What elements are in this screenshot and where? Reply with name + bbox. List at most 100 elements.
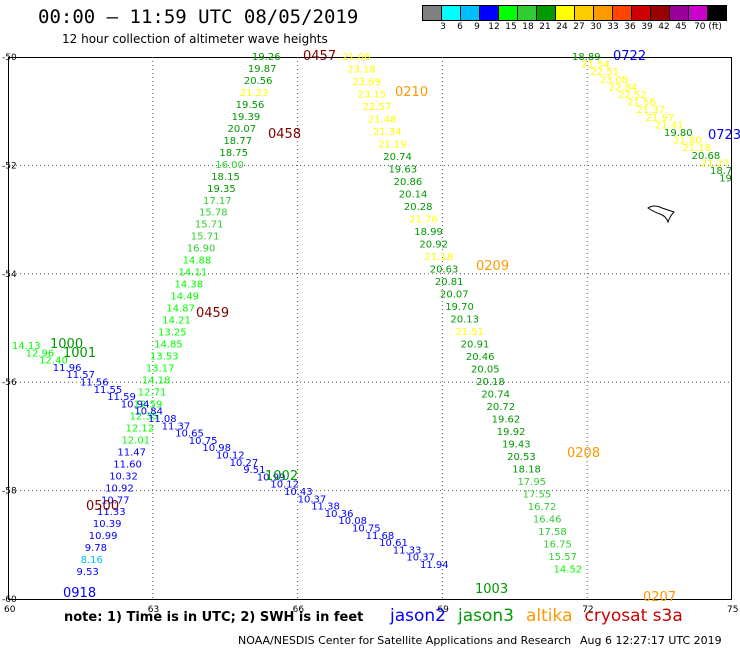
wave-height-value: 20.86 bbox=[394, 177, 423, 188]
wave-height-value: 12.96 bbox=[26, 348, 55, 359]
color-scale-label: 15 bbox=[505, 22, 517, 32]
wave-height-value: 19.92 bbox=[497, 427, 526, 438]
wave-height-value: 8.16 bbox=[81, 555, 103, 566]
wave-height-value: 16.72 bbox=[528, 502, 557, 513]
wave-height-value: 12.01 bbox=[121, 435, 150, 446]
pass-time-label: 0458 bbox=[268, 127, 301, 142]
wave-height-value: 21.37 bbox=[636, 105, 665, 116]
pass-time-label: 1003 bbox=[475, 582, 508, 597]
wave-height-value: 10.27 bbox=[230, 458, 259, 469]
wave-height-value: 21.06 bbox=[342, 52, 371, 63]
pass-time-label: 0722 bbox=[613, 49, 646, 64]
wave-height-value: 10.37 bbox=[406, 553, 435, 564]
color-scale-label: 24 bbox=[556, 22, 568, 32]
wave-height-value: 13.25 bbox=[158, 328, 187, 339]
wave-height-value: 10.36 bbox=[325, 509, 354, 520]
wave-height-value: 19.56 bbox=[236, 100, 265, 111]
wave-height-value: 10.99 bbox=[89, 531, 118, 542]
wave-height-value: 11.68 bbox=[366, 531, 395, 542]
wave-height-value: 20.56 bbox=[244, 76, 273, 87]
pass-time-label: 0918 bbox=[63, 586, 96, 601]
pass-time-label: 0209 bbox=[476, 259, 509, 274]
wave-height-value: 16.00 bbox=[215, 160, 244, 171]
credit-text: NOAA/NESDIS Center for Satellite Applica… bbox=[238, 634, 572, 647]
wave-height-value: 22.51 bbox=[590, 67, 619, 78]
wave-height-value: 23.08 bbox=[600, 75, 629, 86]
wave-height-value: 10.75 bbox=[352, 524, 381, 535]
wave-height-value: 10.08 bbox=[338, 516, 367, 527]
wave-height-value: 9.78 bbox=[85, 543, 107, 554]
lat-tick-label: -52 bbox=[2, 161, 17, 171]
wave-height-value: 10.84 bbox=[134, 407, 163, 418]
wave-height-value: 11.59 bbox=[107, 392, 136, 403]
pass-time-label: 0459 bbox=[196, 306, 229, 321]
lon-tick-label: 66 bbox=[293, 605, 305, 615]
wave-height-value: 10.98 bbox=[202, 443, 231, 454]
wave-height-value: 16.46 bbox=[533, 515, 562, 526]
map-title: 00:00 – 11:59 UTC 08/05/2019 bbox=[38, 6, 359, 28]
wave-height-value: 10.61 bbox=[379, 538, 408, 549]
wave-height-value: 21.18 bbox=[682, 143, 711, 154]
color-scale-label: 70 (ft) bbox=[694, 22, 722, 32]
wave-height-value: 14.11 bbox=[179, 268, 208, 279]
wave-height-value: 19.26 bbox=[252, 52, 281, 63]
map-plot-area bbox=[8, 57, 732, 600]
wave-height-value: 20.63 bbox=[430, 265, 459, 276]
color-scale-label: 3 bbox=[440, 22, 446, 32]
wave-height-value: 21.18 bbox=[425, 252, 454, 263]
wave-height-value: 11.08 bbox=[148, 414, 177, 425]
wave-height-value: 13.53 bbox=[150, 352, 179, 363]
wave-height-value: 14.49 bbox=[170, 292, 199, 303]
wave-height-value: 11.33 bbox=[97, 507, 126, 518]
color-scale-label: 39 bbox=[641, 22, 653, 32]
pass-time-label: 1001 bbox=[63, 346, 96, 361]
color-scale-label: 33 bbox=[607, 22, 619, 32]
pass-time-label: 1002 bbox=[265, 469, 298, 484]
wave-height-value: 18.89 bbox=[572, 52, 601, 63]
pass-time-label: 1000 bbox=[50, 337, 83, 352]
wave-height-value: 12.35 bbox=[130, 411, 159, 422]
wave-height-value: 19.62 bbox=[492, 415, 521, 426]
wave-height-value: 11.38 bbox=[311, 502, 340, 513]
wave-height-value: 19.70 bbox=[445, 302, 474, 313]
wave-height-value: 17.17 bbox=[203, 196, 232, 207]
wave-height-value: 20.53 bbox=[507, 452, 536, 463]
wave-height-value: 18.99 bbox=[414, 227, 443, 238]
wave-height-value: 21.41 bbox=[655, 120, 684, 131]
pass-time-label: 0210 bbox=[395, 85, 428, 100]
wave-height-value: 21.56 bbox=[627, 98, 656, 109]
color-scale-labels: 3 6 9 12 15 18 21 24 27 30 33 36 39 42 45 70 (ft) bbox=[422, 22, 740, 34]
pass-time-label: 0457 bbox=[303, 49, 336, 64]
wave-height-value: 23.69 bbox=[352, 77, 381, 88]
wave-height-value: 21.23 bbox=[240, 88, 269, 99]
wave-height-value: 11.60 bbox=[113, 459, 142, 470]
wave-height-value: 11.56 bbox=[80, 378, 109, 389]
color-swatch bbox=[707, 5, 727, 21]
wave-height-value: 18.75 bbox=[219, 148, 248, 159]
wave-height-value: 21.48 bbox=[368, 115, 397, 126]
wave-height-value: 20.46 bbox=[466, 352, 495, 363]
wave-height-value: 11.94 bbox=[420, 560, 449, 571]
wave-height-value: 11.37 bbox=[162, 421, 191, 432]
wave-height-value: 12.40 bbox=[39, 356, 68, 367]
wave-height-value: 20.72 bbox=[486, 402, 515, 413]
color-scale-label: 18 bbox=[522, 22, 534, 32]
wave-height-value: 20.14 bbox=[399, 190, 428, 201]
wave-height-value: 23.18 bbox=[347, 65, 376, 76]
color-scale-label: 12 bbox=[488, 22, 500, 32]
wave-height-value: 14.21 bbox=[162, 316, 191, 327]
wave-height-value: 19.35 bbox=[207, 184, 236, 195]
wave-height-value: 21.19 bbox=[378, 140, 407, 151]
lon-tick-label: 63 bbox=[148, 605, 159, 615]
wave-height-value: 20.13 bbox=[450, 315, 479, 326]
color-scale-bar bbox=[422, 5, 727, 21]
legend-cryosat-s3a: cryosat s3a bbox=[584, 606, 683, 626]
wave-height-value: 22.52 bbox=[618, 90, 647, 101]
wave-height-value: 11.96 bbox=[53, 363, 82, 374]
wave-height-value: 11.47 bbox=[117, 447, 146, 458]
wave-height-value: 10.75 bbox=[189, 436, 218, 447]
wave-height-value: 10.12 bbox=[216, 451, 245, 462]
wave-height-value: 12.59 bbox=[134, 399, 163, 410]
wave-height-value: 19.80 bbox=[664, 128, 693, 139]
wave-height-value: 14.13 bbox=[12, 341, 41, 352]
